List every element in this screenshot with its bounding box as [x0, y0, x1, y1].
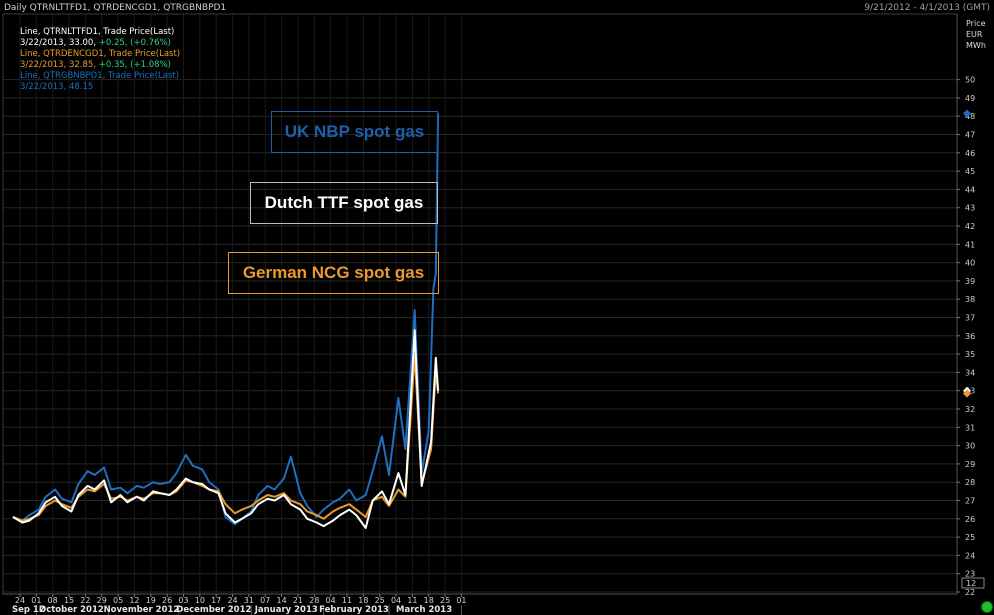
y-tick-label: 42 — [965, 222, 975, 231]
legend-nbp-value: 3/22/2013, 48.15 — [20, 82, 94, 92]
legend-ncg-line1: Line, QTRDENCGD1, Trade Price(Last) — [20, 49, 181, 59]
x-tick-label: 25 — [440, 596, 450, 605]
x-tick-label: 11 — [407, 596, 417, 605]
annotation-ttf: Dutch TTF spot gas — [250, 182, 438, 224]
axis-unit-price: Price — [966, 19, 986, 28]
x-tick-label: 04 — [391, 596, 401, 605]
x-tick-label: 26 — [162, 596, 172, 605]
y-tick-label: 35 — [965, 350, 975, 359]
y-tick-label: 23 — [965, 570, 975, 579]
annotation-ncg: German NCG spot gas — [228, 252, 439, 294]
annotation-nbp: UK NBP spot gas — [271, 111, 438, 153]
y-tick-label: 29 — [965, 460, 975, 469]
legend-ttf-line2: 3/22/2013, 33.00, +0.25, (+0.76%) — [20, 38, 180, 49]
y-tick-label: 47 — [965, 131, 975, 140]
x-month-label: February 2013 — [319, 605, 389, 615]
x-tick-label: 24 — [15, 596, 25, 605]
x-tick-label: 24 — [227, 596, 237, 605]
series-line-QTRNLTTFD1 — [12, 329, 440, 529]
legend-ncg-value: 3/22/2013, 32.85, — [20, 60, 99, 70]
y-tick-label: 40 — [965, 259, 975, 268]
x-tick-label: 07 — [260, 596, 270, 605]
y-tick-label: 38 — [965, 295, 975, 304]
x-tick-label: 03 — [178, 596, 188, 605]
x-tick-label: 17 — [211, 596, 221, 605]
legend-nbp-line2: 3/22/2013, 48.15 — [20, 82, 180, 93]
legend-ncg-change: +0.35, (+1.08%) — [98, 60, 171, 70]
y-tick-label: 25 — [965, 533, 975, 542]
x-tick-label: 01 — [456, 596, 466, 605]
y-tick-label: 28 — [965, 478, 975, 487]
x-tick-label: 15 — [64, 596, 74, 605]
y-tick-label: 48 — [965, 112, 975, 121]
x-month-label: November 2012 — [104, 605, 180, 615]
last-marker-QTRGBNBPD1 — [963, 109, 971, 118]
y-tick-label: 36 — [965, 332, 975, 341]
x-tick-label: 29 — [97, 596, 107, 605]
axis-units: Price EUR MWh — [966, 18, 986, 51]
y-tick-label: 31 — [965, 423, 975, 432]
x-tick-label: 01 — [31, 596, 41, 605]
y-tick-label: 50 — [965, 76, 975, 85]
x-tick-label: 18 — [424, 596, 434, 605]
x-tick-label: 22 — [80, 596, 90, 605]
y-tick-label: 39 — [965, 277, 975, 286]
y-tick-label: 45 — [965, 167, 975, 176]
legend: Line, QTRNLTTFD1, Trade Price(Last) 3/22… — [20, 27, 180, 93]
legend-ttf-line1: Line, QTRNLTTFD1, Trade Price(Last) — [20, 27, 175, 37]
series-line-QTRGBNBPD1 — [12, 113, 440, 526]
legend-nbp-line1: Line, QTRGBNBPD1, Trade Price(Last) — [20, 71, 180, 81]
y-tick-label: 46 — [965, 149, 975, 158]
date-range: 9/21/2012 - 4/1/2013 (GMT) — [864, 3, 990, 13]
x-month-label: December 2012 — [176, 605, 251, 615]
x-tick-label: 05 — [113, 596, 123, 605]
y-tick-label: 41 — [965, 240, 975, 249]
x-month-label: Sep 12 — [12, 605, 45, 615]
x-tick-label: 25 — [375, 596, 385, 605]
x-tick-label: 19 — [146, 596, 156, 605]
y-tick-label: 34 — [965, 368, 975, 377]
series-lines — [12, 113, 440, 529]
axis-unit-mwh: MWh — [966, 41, 986, 50]
x-tick-label: 12 — [129, 596, 139, 605]
x-tick-label: 11 — [342, 596, 352, 605]
y-bottom-label: 12 — [966, 579, 976, 588]
y-tick-label: 43 — [965, 204, 975, 213]
y-tick-label: 22 — [965, 588, 975, 597]
x-tick-label: 18 — [358, 596, 368, 605]
legend-ttf-value: 3/22/2013, 33.00, — [20, 38, 99, 48]
legend-ncg-line2: 3/22/2013, 32.85, +0.35, (+1.08%) — [20, 60, 180, 71]
x-tick-label: 08 — [48, 596, 58, 605]
y-tick-label: 26 — [965, 515, 975, 524]
y-tick-label: 30 — [965, 442, 975, 451]
y-tick-label: 24 — [965, 551, 975, 560]
x-month-label: March 2013 — [396, 605, 452, 615]
x-tick-label: 21 — [293, 596, 303, 605]
axis-unit-eur: EUR — [966, 30, 983, 39]
x-tick-label: 04 — [326, 596, 336, 605]
x-axis: 24 01 08 15 22 29 05 12 19 26 03 10 17 24 31 07 14 21 28 04… — [12, 594, 467, 615]
y-tick-label: 49 — [965, 94, 975, 103]
x-tick-label: 10 — [195, 596, 205, 605]
y-tick-label: 27 — [965, 497, 975, 506]
last-value-markers — [963, 109, 971, 398]
x-tick-label: 28 — [309, 596, 319, 605]
x-month-label: January 2013 — [254, 605, 318, 615]
y-bottom-box — [961, 577, 985, 589]
chart-title: Daily QTRNLTTFD1, QTRDENCGD1, QTRGBNBPD1 — [4, 3, 227, 13]
x-tick-label: 14 — [277, 596, 287, 605]
y-tick-label: 44 — [965, 185, 975, 194]
x-tick-label: 31 — [244, 596, 254, 605]
legend-ttf-change: +0.25, (+0.76%) — [98, 38, 171, 48]
last-marker-QTRDENCGD1 — [963, 389, 971, 398]
status-ok-icon[interactable] — [981, 601, 993, 613]
x-month-label: October 2012 — [39, 605, 104, 615]
y-tick-label: 37 — [965, 314, 975, 323]
y-tick-label: 32 — [965, 405, 975, 414]
